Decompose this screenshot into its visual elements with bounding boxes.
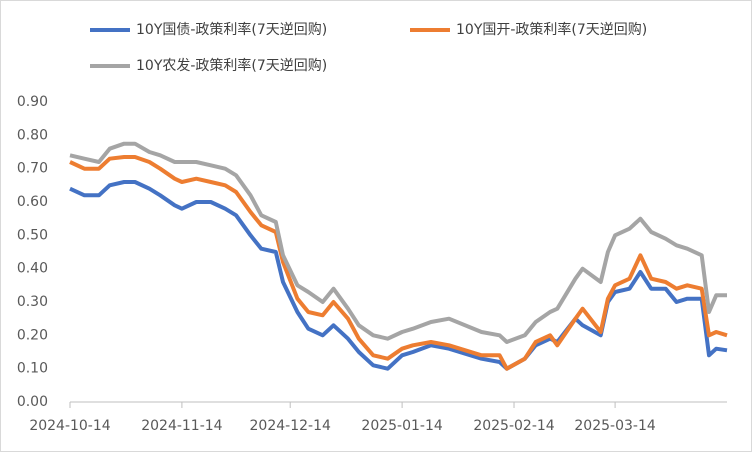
y-tick-label: 0.80 <box>17 127 48 143</box>
y-tick-label: 0.50 <box>17 227 48 243</box>
x-tick-label: 2025-01-14 <box>361 418 442 434</box>
legend: 10Y国债-政策利率(7天逆回购) 10Y国开-政策利率(7天逆回购) 10Y农发-… <box>90 21 647 74</box>
y-tick-label: 0.90 <box>17 94 48 110</box>
y-tick-label: 0.20 <box>17 327 48 343</box>
x-tick-label: 2024-10-14 <box>29 418 110 434</box>
legend-label: 10Y国开-政策利率(7天逆回购) <box>456 21 647 38</box>
x-tick-label: 2024-12-14 <box>250 418 331 434</box>
series-line <box>69 180 728 371</box>
y-tick-label: 0.00 <box>17 394 48 410</box>
x-tick-label: 2025-02-14 <box>473 418 554 434</box>
y-tick-label: 0.10 <box>17 361 48 377</box>
x-tick-label: 2025-03-14 <box>574 418 655 434</box>
series-line <box>69 155 728 371</box>
y-tick-label: 0.70 <box>17 161 48 177</box>
x-tick-label: 2024-11-14 <box>141 418 222 434</box>
legend-label: 10Y农发-政策利率(7天逆回购) <box>136 57 327 74</box>
y-tick-label: 0.40 <box>17 261 48 277</box>
y-tick-label: 0.60 <box>17 194 48 210</box>
y-tick-label: 0.30 <box>17 294 48 310</box>
series-line <box>69 141 727 344</box>
legend-label: 10Y国债-政策利率(7天逆回购) <box>136 21 327 38</box>
